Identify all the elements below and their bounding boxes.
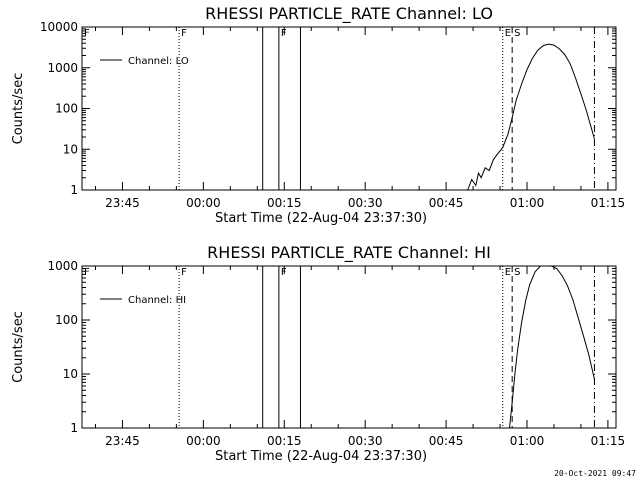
x-tick-label-hi: 23:45: [105, 434, 140, 448]
legend-label-hi: Channel: HI: [128, 295, 186, 306]
x-tick-label-hi: 01:00: [510, 434, 545, 448]
y-tick-label-lo: 10: [63, 142, 78, 156]
event-marker-label-lo: S: [514, 28, 520, 39]
event-marker-label-hi: E: [505, 267, 511, 278]
x-tick-label-lo: 00:45: [429, 196, 464, 210]
y-axis-label-lo: Counts/sec: [11, 73, 26, 145]
x-tick-label-hi: 01:15: [591, 434, 626, 448]
y-tick-label-hi: 1000: [47, 259, 78, 273]
x-tick-label-lo: 00:15: [267, 196, 302, 210]
event-marker-label-lo: F: [181, 28, 187, 39]
x-tick-label-hi: 00:30: [348, 434, 383, 448]
timestamp-label: 20-Oct-2021 09:47: [554, 469, 636, 478]
event-marker-label-lo: E: [505, 28, 511, 39]
y-tick-label-lo: 10000: [40, 20, 78, 34]
chart-title-hi: RHESSI PARTICLE_RATE Channel: HI: [207, 243, 491, 263]
event-marker-label-hi: F: [281, 267, 287, 278]
x-tick-label-lo: 00:00: [186, 196, 221, 210]
event-marker-label-hi: F: [84, 267, 90, 278]
x-tick-label-hi: 00:00: [186, 434, 221, 448]
y-tick-label-hi: 1: [70, 421, 78, 435]
event-marker-label-lo: F: [84, 28, 90, 39]
x-axis-label-lo: Start Time (22-Aug-04 23:37:30): [215, 211, 427, 226]
event-marker-label-lo: F: [281, 28, 287, 39]
data-series-line-lo: [467, 43, 595, 191]
event-marker-label-hi: S: [514, 267, 520, 278]
y-tick-label-lo: 1000: [47, 61, 78, 75]
y-tick-label-hi: 10: [63, 367, 78, 381]
x-tick-label-lo: 00:30: [348, 196, 383, 210]
data-series-line-hi: [509, 265, 595, 429]
chart-title-lo: RHESSI PARTICLE_RATE Channel: LO: [205, 4, 493, 24]
y-axis-label-hi: Counts/sec: [11, 311, 26, 383]
x-tick-label-lo: 01:15: [591, 196, 626, 210]
legend-label-lo: Channel: LO: [128, 56, 189, 67]
x-tick-label-hi: 00:45: [429, 434, 464, 448]
x-axis-label-hi: Start Time (22-Aug-04 23:37:30): [215, 449, 427, 464]
event-marker-label-hi: F: [181, 267, 187, 278]
y-tick-label-hi: 100: [55, 313, 78, 327]
y-tick-label-lo: 100: [55, 102, 78, 116]
y-tick-label-lo: 1: [70, 183, 78, 197]
x-tick-label-lo: 01:00: [510, 196, 545, 210]
x-tick-label-lo: 23:45: [105, 196, 140, 210]
x-tick-label-hi: 00:15: [267, 434, 302, 448]
